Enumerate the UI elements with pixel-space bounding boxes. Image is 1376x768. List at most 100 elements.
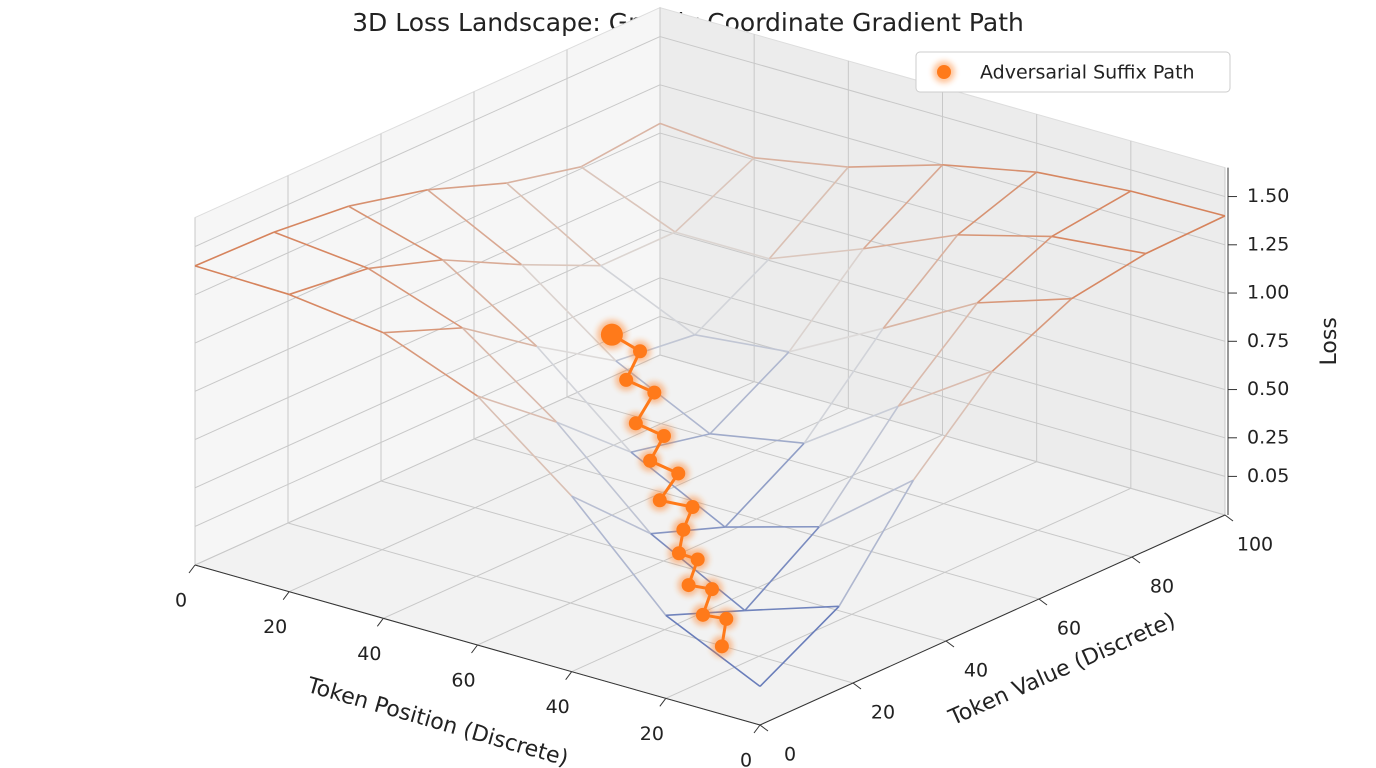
surface-wire bbox=[803, 327, 884, 444]
surface-wire bbox=[580, 166, 676, 233]
surface-wire bbox=[650, 533, 746, 612]
surface-wire bbox=[506, 182, 602, 267]
path-point bbox=[628, 416, 643, 431]
surface-wire bbox=[898, 370, 993, 407]
x-grid-line bbox=[665, 487, 1132, 699]
path-point bbox=[656, 428, 671, 443]
y-tick-label: 100 bbox=[1237, 534, 1273, 556]
surface-wire bbox=[709, 351, 790, 435]
y-grid-line bbox=[473, 438, 1040, 600]
surface-wire bbox=[674, 231, 770, 260]
path-point bbox=[600, 323, 623, 346]
surface-wire bbox=[461, 327, 558, 423]
surface-wire bbox=[818, 405, 900, 528]
surface-wire bbox=[838, 479, 915, 607]
x-grid-line bbox=[194, 354, 661, 566]
x-grid-line bbox=[477, 434, 943, 646]
x-tick-label: 40 bbox=[357, 643, 381, 665]
surface-wire bbox=[427, 182, 507, 191]
surface-wire bbox=[571, 495, 652, 535]
y-tick bbox=[945, 640, 955, 648]
surface-wire bbox=[288, 267, 369, 296]
z-grid-line bbox=[194, 229, 661, 441]
surface-wire bbox=[818, 479, 914, 528]
surface-wire bbox=[442, 259, 538, 347]
legend-label: Adversarial Suffix Path bbox=[980, 62, 1195, 84]
surface-wire bbox=[991, 298, 1073, 372]
y-axis-line bbox=[759, 514, 1226, 726]
z-grid-line bbox=[194, 315, 661, 527]
surface-wire bbox=[957, 171, 1038, 236]
y-tick bbox=[1131, 556, 1141, 564]
x-grid-line bbox=[383, 407, 849, 619]
surface-wire bbox=[383, 327, 463, 334]
surface-wire bbox=[659, 122, 755, 159]
surface-wire bbox=[942, 164, 1037, 173]
x-tick-label: 0 bbox=[740, 750, 752, 768]
x-tick-label: 20 bbox=[640, 723, 664, 745]
surface-wire bbox=[788, 327, 884, 353]
x-axis-label: Token Position (Discrete) bbox=[303, 673, 571, 768]
path-point bbox=[652, 493, 667, 508]
surface-wire bbox=[674, 157, 755, 233]
surface-wire bbox=[768, 166, 849, 260]
surface-wire bbox=[862, 164, 944, 250]
surface-wire bbox=[521, 264, 617, 362]
z-tick-label: 1.25 bbox=[1247, 233, 1289, 255]
surface-wire bbox=[427, 189, 523, 266]
path-point bbox=[704, 582, 719, 597]
surface-wire bbox=[273, 205, 349, 233]
legend-box bbox=[915, 51, 1231, 93]
y-tick bbox=[759, 724, 769, 732]
surface-wire bbox=[709, 433, 805, 444]
y-tick-label: 60 bbox=[1057, 618, 1081, 640]
surface-wire bbox=[462, 327, 537, 348]
path-point bbox=[695, 607, 710, 622]
surface-wire bbox=[1145, 215, 1226, 255]
surface-wire bbox=[521, 263, 601, 267]
surface-wire bbox=[556, 421, 632, 453]
path-point bbox=[619, 372, 634, 387]
y-tick-label: 20 bbox=[871, 702, 895, 724]
surface-wire bbox=[348, 205, 444, 261]
z-axis-label: Loss bbox=[1317, 317, 1342, 365]
surface-wire bbox=[883, 302, 978, 330]
surface-wire bbox=[382, 332, 478, 397]
surface-wire bbox=[694, 258, 770, 336]
z-grid-line bbox=[194, 36, 661, 248]
y-tick-label: 40 bbox=[964, 660, 988, 682]
x-grid-line bbox=[288, 381, 755, 593]
surface-wire bbox=[1051, 190, 1132, 238]
surface-wire bbox=[194, 231, 275, 267]
z-tick-label: 1.50 bbox=[1247, 185, 1289, 207]
surface-wire bbox=[536, 345, 632, 453]
surface-wire bbox=[476, 395, 573, 497]
z-grid-line bbox=[659, 229, 1226, 391]
surface-wire bbox=[600, 265, 696, 336]
x-tick-label: 0 bbox=[175, 590, 187, 612]
z-grid-line bbox=[659, 180, 1226, 342]
y-grid-line bbox=[380, 480, 947, 642]
z-grid-line bbox=[194, 180, 661, 392]
surface-wire bbox=[803, 405, 899, 444]
path-point bbox=[671, 466, 686, 481]
y-tick-label: 80 bbox=[1150, 576, 1174, 598]
x-tick bbox=[471, 644, 478, 654]
path-point bbox=[671, 546, 686, 561]
z-grid-line bbox=[659, 315, 1226, 477]
surface-wire bbox=[897, 302, 979, 407]
path-point bbox=[647, 385, 662, 400]
legend-marker bbox=[937, 65, 951, 79]
x-tick bbox=[188, 564, 196, 574]
path-point bbox=[643, 453, 658, 468]
y-tick bbox=[1038, 598, 1048, 606]
path-point bbox=[690, 552, 705, 567]
surface-wire bbox=[788, 248, 865, 353]
surface-wire bbox=[863, 234, 958, 250]
surface-wire bbox=[769, 247, 864, 260]
surface-wire bbox=[571, 495, 667, 616]
surface-wire bbox=[368, 259, 443, 270]
surface-wire bbox=[288, 293, 384, 334]
surface-wire bbox=[348, 189, 428, 207]
